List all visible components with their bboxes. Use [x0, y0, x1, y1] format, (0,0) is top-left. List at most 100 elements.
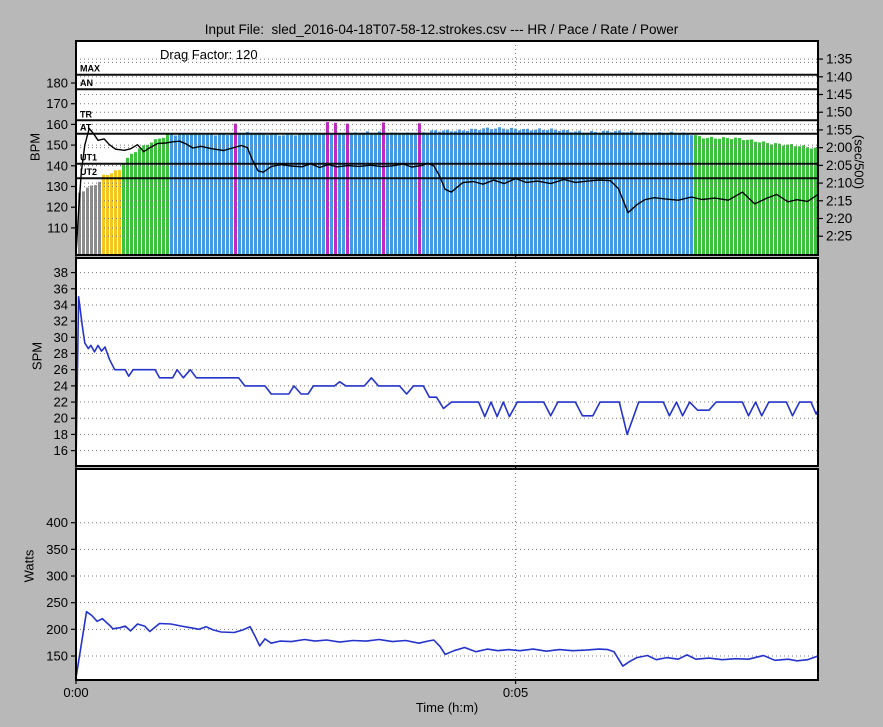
pace-bar	[442, 130, 445, 255]
pace-bar	[290, 134, 293, 255]
pace-bar	[214, 135, 217, 255]
pace-bar	[426, 132, 429, 255]
pace-bar	[294, 135, 297, 255]
pace-bar	[382, 122, 385, 255]
pace-bar	[482, 128, 485, 255]
axis-tick-label: 120	[46, 200, 68, 215]
pace-bar	[286, 133, 289, 255]
pace-bar	[670, 131, 673, 255]
pace-bar	[398, 134, 401, 255]
axis-tick-label: 160	[46, 117, 68, 132]
pace-bar	[190, 133, 193, 255]
pace-bar	[210, 134, 213, 255]
pace-bar	[158, 138, 161, 255]
pace-bar	[194, 132, 197, 255]
pace-bar	[354, 132, 357, 255]
zone-label-tr: TR	[80, 109, 92, 119]
pace-bar	[538, 128, 541, 255]
axis-tick-label: 150	[46, 649, 68, 664]
pace-bar	[226, 135, 229, 255]
pace-bar	[90, 185, 93, 255]
pace-bar	[386, 133, 389, 255]
pace-bar	[706, 137, 709, 255]
plot-border	[75, 257, 819, 467]
pace-bar	[322, 134, 325, 255]
pace-bar	[146, 144, 149, 255]
pace-bar	[438, 131, 441, 255]
pace-bar	[478, 130, 481, 255]
pace-bar	[646, 132, 649, 255]
pace-bar	[790, 144, 793, 255]
zone-label-an: AN	[80, 78, 93, 88]
pace-bar	[710, 136, 713, 255]
pace-bar	[78, 192, 81, 255]
pace-bar	[362, 132, 365, 255]
pace-bar	[786, 144, 789, 255]
pace-bar	[722, 137, 725, 255]
pace-bar	[630, 131, 633, 255]
pace-bar	[302, 133, 305, 255]
axis-tick-label: 18	[54, 427, 68, 442]
pace-bar	[358, 133, 361, 255]
grid	[76, 258, 818, 466]
pace-bar	[418, 123, 421, 255]
pace-bar	[274, 133, 277, 255]
pace-bar	[462, 130, 465, 255]
pace-bar	[702, 138, 705, 255]
pace-bar	[666, 133, 669, 255]
pace-bar	[526, 128, 529, 255]
pace-bar	[102, 174, 105, 255]
axis-title-bpm: BPM	[27, 132, 43, 162]
pace-bar	[178, 133, 181, 255]
pace-bar	[410, 134, 413, 255]
pace-bar	[330, 134, 333, 255]
pace-bar	[430, 130, 433, 255]
pace-bar	[182, 133, 185, 255]
pace-bar	[778, 143, 781, 255]
pace-bar	[654, 132, 657, 255]
pace-bar	[558, 131, 561, 255]
pace-bar	[574, 131, 577, 255]
axis-tick-label: 26	[54, 362, 68, 377]
axis-tick-label: 140	[46, 158, 68, 173]
pace-bar	[534, 129, 537, 255]
pace-bar	[282, 135, 285, 255]
pace-bar	[222, 133, 225, 255]
axis-tick-label: 170	[46, 96, 68, 111]
pace-bar	[718, 138, 721, 255]
pace-bar	[810, 148, 813, 255]
axis-tick-label: 1:55	[826, 122, 852, 137]
zone-label-ut2: UT2	[80, 167, 97, 177]
pace-bar	[154, 139, 157, 255]
pace-bar	[742, 140, 745, 255]
pace-bar	[814, 147, 817, 255]
pace-bar	[270, 134, 273, 255]
pace-bar	[278, 135, 281, 255]
axis-tick-label: 32	[54, 314, 68, 329]
pace-bar	[266, 135, 269, 255]
pace-bar	[690, 135, 693, 255]
pace-bar	[490, 129, 493, 255]
axis-tick-label: 350	[46, 542, 68, 557]
pace-bars	[78, 122, 817, 255]
pace-bar	[726, 138, 729, 255]
pace-bar	[686, 133, 689, 255]
pace-bar	[378, 131, 381, 255]
pace-bar	[254, 134, 257, 255]
pace-bar	[258, 132, 261, 255]
pace-bar	[242, 133, 245, 255]
pace-bar	[118, 169, 121, 255]
page-title: Input File: sled_2016-04-18T07-58-12.str…	[204, 22, 679, 37]
axis-tick-label: 110	[47, 220, 68, 235]
zone-label-ut1: UT1	[80, 153, 97, 163]
pace-bar	[570, 132, 573, 255]
drag-factor-label: Drag Factor: 120	[160, 47, 258, 62]
pace-bar	[98, 181, 101, 255]
pace-bar	[590, 130, 593, 255]
pace-bar	[522, 129, 525, 255]
pace-bar	[498, 127, 501, 255]
pace-bar	[162, 137, 165, 255]
pace-bar	[642, 132, 645, 255]
pace-bar	[338, 133, 341, 255]
